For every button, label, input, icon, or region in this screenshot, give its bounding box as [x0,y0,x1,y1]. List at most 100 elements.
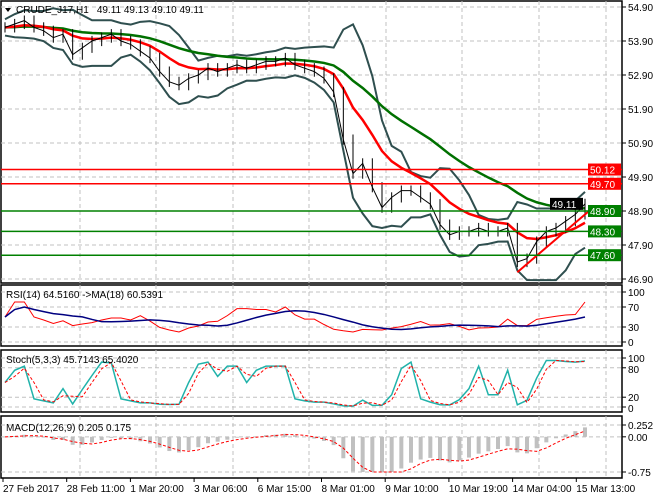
y-tick-label: 48.90 [628,207,653,218]
macd-histogram-bar [90,436,94,443]
level-price-label: 50.12 [590,166,615,177]
x-tick-label: 14 Mar 04:00 [513,484,572,495]
level-price-label: 49.70 [590,180,615,191]
rsi-line [4,301,586,333]
macd-histogram-bar [32,436,36,437]
pane-frame [0,0,623,284]
y-tick-label: 49.90 [628,173,653,184]
rsi-pane[interactable]: 100 70 30 0 [0,284,645,349]
macd-histogram-bar [486,436,491,452]
macd-histogram-bar [331,436,336,446]
rsi-ma-line [4,306,586,331]
x-tick-label: 3 Mar 06:00 [194,484,248,495]
macd-histogram-bar [409,436,413,463]
macd-histogram-bar [370,436,375,472]
x-tick-label: 9 Mar 10:00 [385,484,439,495]
time-axis: 27 Feb 2017 28 Feb 11:00 1 Mar 20:00 3 Mar … [2,478,636,495]
macd-histogram-bar [544,436,549,443]
price-pane[interactable]: 54.90 53.90 52.90 51.90 50.90 49.90 48.90 47.90… [0,0,653,286]
macd-histogram-bar [109,436,114,438]
level-price-tag [588,205,621,217]
macd-histogram-bar [418,436,423,460]
macd-histogram-bar [496,436,500,450]
x-tick-label: 10 Mar 19:00 [449,484,508,495]
y-tick-label: 46.90 [628,275,653,286]
macd-histogram-bar [235,436,239,438]
macd-histogram-bar [119,436,123,439]
bollinger-lower [4,34,586,282]
macd-histogram-bar [148,436,152,444]
macd-histogram-bar [399,436,404,469]
macd-histogram-bar [12,435,17,437]
y-tick-label: 0.252 [628,421,653,432]
x-tick-label: 28 Feb 11:00 [67,484,126,495]
y-tick-label: 47.90 [628,241,653,252]
level-price-label: 47.60 [590,251,615,262]
x-tick-label: 1 Mar 20:00 [130,484,184,495]
x-tick-label: 15 Mar 13:00 [576,484,635,495]
macd-histogram-bar [225,436,230,440]
macd-histogram-bar [380,436,384,472]
macd-histogram-bar [70,436,75,445]
stoch-main-line [4,359,586,407]
macd-histogram-bar [283,433,288,437]
macd-histogram-bar [167,436,172,452]
rsi-title: RSI(14) 64.5160 ->MA(18) 60.5391 [6,290,163,301]
y-tick-label: 80 [628,365,640,376]
y-tick-label: 54.90 [628,3,653,14]
x-tick-label: 6 Mar 15:00 [258,484,312,495]
level-price-label: 48.90 [590,207,615,218]
macd-histogram-bar [177,436,181,453]
macd-histogram-bar [476,436,481,454]
y-tick-label: 70 [628,303,640,314]
dropdown-triangle-icon[interactable] [5,8,11,12]
stoch-signal-line [4,359,586,407]
macd-histogram-bar [244,436,249,438]
macd-histogram-bar [389,436,394,472]
y-tick-label: 50.90 [628,139,653,150]
macd-histogram-bar [360,436,365,472]
macd-histogram-bar [351,436,355,472]
macd-histogram-bar [322,436,326,441]
macd-histogram-bar [467,436,471,458]
current-price-tag [550,197,583,210]
x-tick-label: 27 Feb 2017 [3,484,60,495]
macd-histogram-bar [41,436,46,438]
macd-histogram-bar [3,436,7,438]
macd-histogram-bar [80,436,85,445]
level-price-tag [588,177,621,190]
macd-histogram-bar [61,436,65,440]
macd-histogram-bar [293,435,297,437]
macd-histogram-bar [525,436,529,454]
macd-histogram-bar [206,436,210,444]
macd-histogram-bar [428,436,433,458]
macd-histogram-bar [312,436,317,439]
level-price-tag [588,225,621,238]
current-price-label: 49.11 [552,200,577,211]
ohlc-readout: 49.11 49.13 49.10 49.11 [97,5,204,16]
y-tick-label: 100 [628,288,645,299]
y-tick-label: 20 [628,393,640,404]
trendline [516,206,594,273]
y-tick-label: 30 [628,323,640,334]
macd-histogram-bar [22,434,27,437]
macd-histogram-bar [505,436,510,447]
macd-title: MACD(12,26,9) 0.205 0.175 [6,423,132,434]
symbol-title: CRUDE_J17,H1 [16,5,89,16]
macd-histogram-bar [447,436,452,463]
y-tick-label: 51.90 [628,105,653,116]
macd-histogram-bar [157,436,162,448]
macd-histogram-bar [554,436,558,439]
y-tick-label: 0 [628,404,634,415]
level-price-tag [588,163,621,176]
y-tick-label: 52.90 [628,71,653,82]
macd-histogram-bar [573,431,578,437]
macd-histogram-bar [583,427,587,437]
macd-histogram-bar [99,436,104,441]
level-price-tag [588,249,621,262]
y-tick-label: -0.75 [628,468,651,479]
y-tick-label: 100 [628,354,645,365]
